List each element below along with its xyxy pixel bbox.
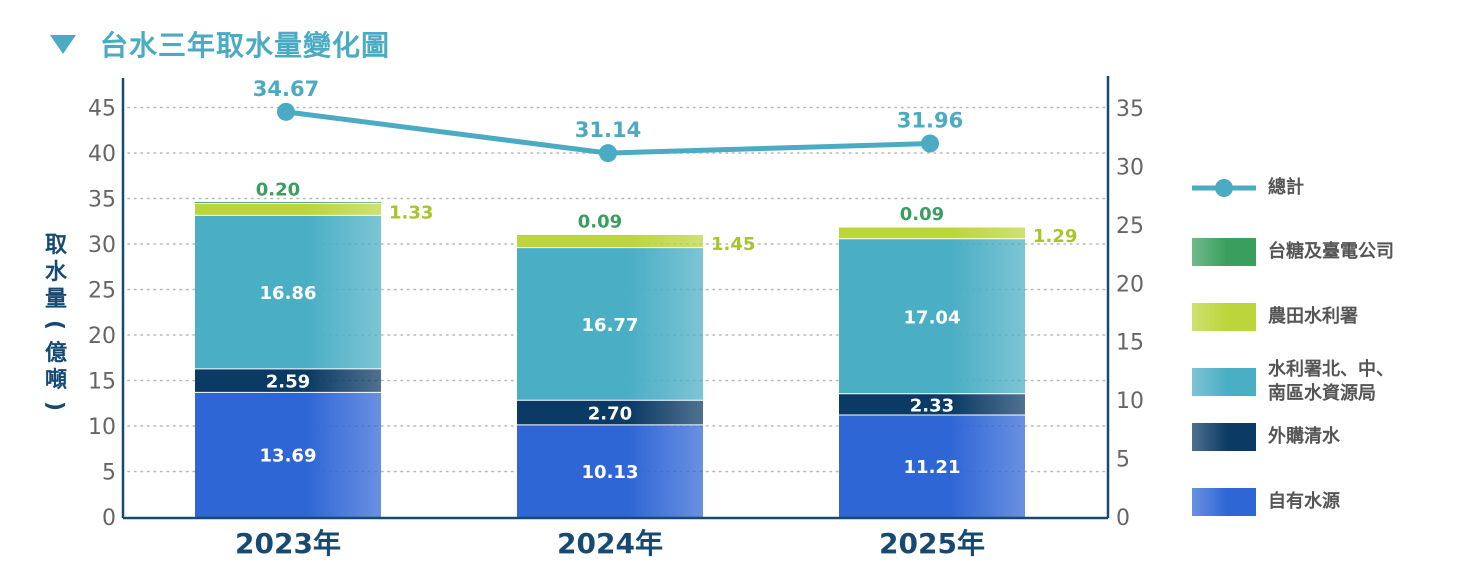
- bar-segment: [195, 215, 381, 369]
- y-tick-label-right: 20: [1116, 272, 1144, 297]
- y-tick-label-left: 25: [88, 279, 116, 304]
- legend-item: 自有水源: [1192, 488, 1340, 516]
- total-point: [277, 102, 295, 121]
- total-point: [599, 144, 617, 163]
- legend-label: 台糖及臺電公司: [1268, 241, 1394, 262]
- legend-item: 外購清水: [1192, 423, 1340, 451]
- chart-title: 台水三年取水量變化圖: [100, 29, 391, 62]
- bar-value-label: 1.33: [389, 202, 433, 223]
- y-tick-label-right: 35: [1116, 97, 1144, 122]
- y-axis-label-char: 噸: [45, 368, 67, 393]
- bar-value-label: 17.04: [904, 307, 961, 328]
- legend-swatch: [1192, 423, 1256, 451]
- bar-value-label: 2.70: [588, 404, 632, 425]
- y-axis-label-char: 水: [45, 260, 68, 285]
- bar-value-label: 16.77: [582, 315, 639, 336]
- legend-label: 農田水利署: [1268, 306, 1358, 327]
- total-value-label: 31.96: [897, 109, 963, 133]
- y-tick-label-left: 30: [88, 233, 116, 258]
- triangle-down-icon: [50, 35, 76, 54]
- y-axis-label-char: 億: [45, 340, 67, 366]
- bar-segment: [839, 414, 1025, 517]
- legend-item: 總計: [1192, 174, 1304, 202]
- bar-value-label: 10.13: [582, 462, 639, 483]
- bar-value-label: 1.45: [711, 234, 755, 255]
- y-tick-label-right: 5: [1116, 448, 1130, 473]
- y-tick-label-left: 20: [88, 324, 116, 349]
- y-tick-label-right: 0: [1116, 506, 1130, 531]
- bar-segment: [195, 201, 381, 204]
- bar-segment: [839, 393, 1025, 415]
- total-point: [921, 134, 939, 153]
- legend-item: 農田水利署: [1192, 303, 1358, 331]
- y-axis-label-char: ): [42, 401, 67, 411]
- y-tick-label-left: 35: [88, 188, 116, 213]
- bar-segment: [839, 238, 1025, 394]
- legend-item: 台糖及臺電公司: [1192, 238, 1394, 266]
- bar-value-label: 2.33: [910, 395, 954, 416]
- bar-segment: [195, 392, 381, 517]
- y-tick-label-left: 0: [102, 506, 116, 531]
- chart-header: 台水三年取水量變化圖: [48, 22, 390, 66]
- legend-swatch: [1192, 238, 1256, 266]
- y-tick-label-right: 15: [1116, 331, 1144, 356]
- bar-value-label: 1.29: [1033, 226, 1077, 247]
- bar-value-label: 0.09: [578, 212, 622, 233]
- y-tick-label-right: 10: [1116, 389, 1144, 414]
- y-tick-label-left: 10: [88, 415, 116, 440]
- bar-segment: [195, 203, 381, 216]
- bar-value-label: 0.09: [900, 204, 944, 225]
- legend-swatch: [1192, 368, 1256, 396]
- bar-segment: [195, 368, 381, 393]
- bar-segment: [517, 400, 703, 425]
- y-tick-label-right: 30: [1116, 155, 1144, 180]
- bar-segment: [839, 226, 1025, 239]
- y-tick-label-left: 40: [88, 142, 116, 167]
- legend-label: 外購清水: [1268, 426, 1340, 447]
- legend-label: 自有水源: [1268, 491, 1340, 512]
- bar-value-label: 16.86: [260, 283, 317, 304]
- y-axis-label-char: 量: [45, 287, 67, 312]
- bar-value-label: 11.21: [904, 457, 961, 478]
- y-tick-label-left: 45: [88, 97, 116, 122]
- y-axis-label-char: 取: [45, 233, 67, 258]
- legend-label: 水利署北、中、 南區水資源局: [1268, 359, 1394, 404]
- y-tick-label-right: 25: [1116, 214, 1144, 239]
- bar-segment: [517, 247, 703, 401]
- legend-item: 水利署北、中、 南區水資源局: [1192, 358, 1394, 406]
- legend-label: 總計: [1268, 177, 1304, 198]
- legend-line-marker: [1192, 179, 1256, 197]
- bar-segment: [517, 424, 703, 517]
- x-tick-label: 2023年: [235, 527, 341, 560]
- bar-value-label: 0.20: [256, 180, 300, 201]
- y-tick-label-left: 5: [102, 461, 116, 486]
- x-tick-label: 2025年: [879, 527, 985, 560]
- bar-segment: [517, 234, 703, 248]
- legend-swatch: [1192, 303, 1256, 331]
- bar-value-label: 2.59: [266, 372, 310, 393]
- total-value-label: 34.67: [253, 77, 319, 101]
- legend-swatch: [1192, 488, 1256, 516]
- bar-value-label: 13.69: [260, 446, 317, 467]
- y-tick-label-left: 15: [88, 370, 116, 395]
- y-axis-label-char: (: [42, 320, 67, 330]
- total-value-label: 31.14: [575, 118, 641, 142]
- x-tick-label: 2024年: [557, 527, 663, 560]
